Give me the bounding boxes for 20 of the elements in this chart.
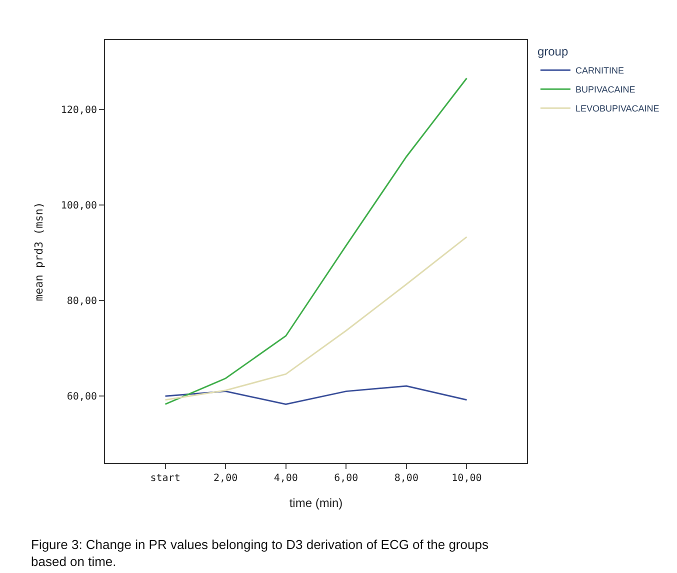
legend-label: BUPIVACAINE — [575, 84, 636, 95]
line-series — [164, 385, 468, 405]
y-tick-label: 100,00 — [60, 200, 97, 212]
y-axis-title: mean prd3 (msn) — [32, 202, 46, 302]
legend-title: group — [537, 44, 568, 59]
x-tick-label: 8,00 — [394, 473, 418, 484]
x-tick-label: start — [150, 473, 180, 484]
x-tick-label: 6,00 — [334, 473, 358, 484]
line-series — [164, 77, 468, 405]
legend-label: CARNITINE — [575, 66, 624, 76]
legend-label: LEVOBUPIVACAINE — [575, 104, 660, 114]
line-series — [164, 236, 468, 401]
x-axis-title: time (min) — [289, 496, 343, 510]
x-tick-label: 10,00 — [452, 473, 482, 484]
caption: Figure 3: Change in PR values belonging to D3 derivation of ECG of the groups based on time. — [31, 537, 489, 569]
y-tick-label: 80,00 — [66, 296, 97, 307]
x-tick-label: 4,00 — [274, 473, 298, 484]
x-tick-label: 2,00 — [214, 473, 238, 484]
y-tick-label: 120,00 — [60, 104, 97, 116]
y-tick-label: 60,00 — [66, 392, 97, 403]
